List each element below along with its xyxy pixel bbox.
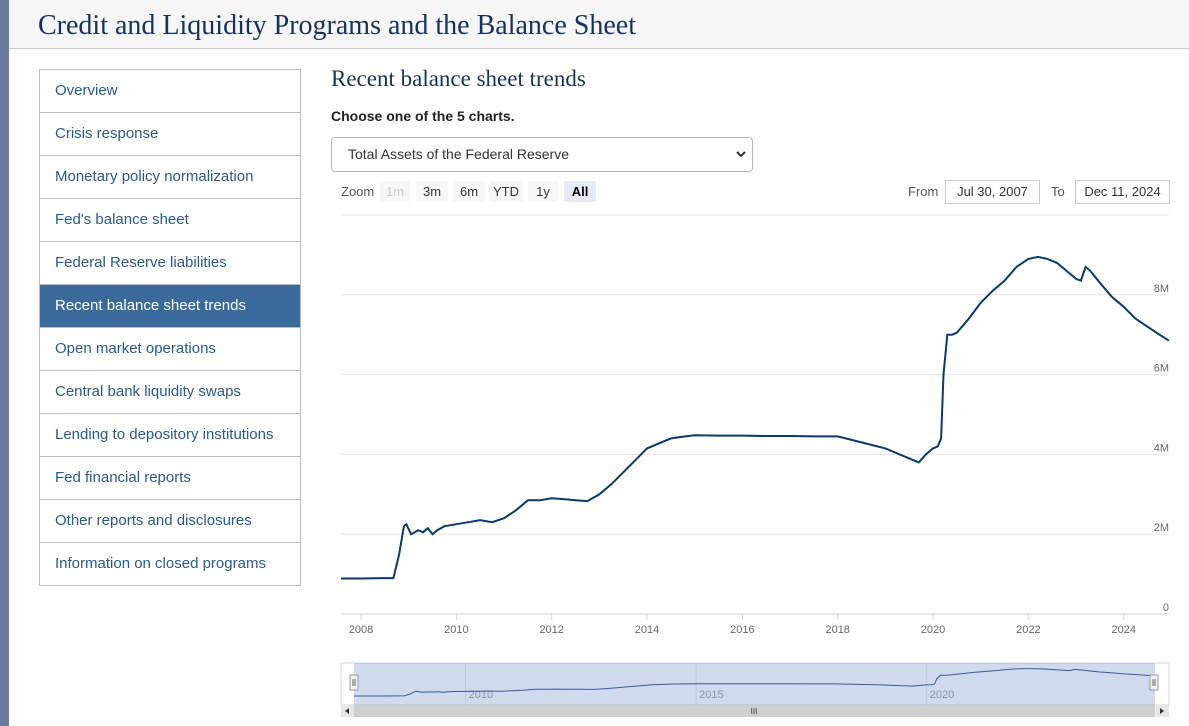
chart-chooser-label: Choose one of the 5 charts. [331,108,515,124]
zoom-label: Zoom [341,184,375,199]
x-tick-label: 2010 [444,624,468,636]
navigator-series-line [354,668,1156,697]
navigator-scrollbar-thumb[interactable] [354,705,1155,717]
y-tick-label: 8M [1154,283,1169,295]
scrollbar-grip-icon: III [751,707,758,716]
range-from-label: From [908,184,939,199]
x-tick-label: 2018 [825,624,849,636]
x-tick-label: 2016 [730,624,754,636]
y-tick-label: 2M [1154,522,1169,534]
x-tick-label: 2024 [1111,624,1135,636]
zoom-6m-button[interactable]: 6m [453,181,485,202]
range-navigator: 2010 2015 2020 III [340,662,1170,717]
navigator-year-label: 2020 [930,689,954,701]
y-tick-label: 4M [1154,442,1169,454]
x-tick-label: 2022 [1016,624,1040,636]
window-edge-strip [0,0,9,726]
navigator-right-handle[interactable] [1149,674,1159,691]
scrollbar-left-arrow[interactable] [341,705,354,717]
zoom-3m-button[interactable]: 3m [416,181,448,202]
sidebar-item-recent-balance-sheet-trends[interactable]: Recent balance sheet trends [40,285,300,328]
zoom-1y-button[interactable]: 1y [528,181,558,202]
sidebar-item-lending-to-depository-institutions[interactable]: Lending to depository institutions [40,414,300,457]
zoom-all-button[interactable]: All [564,181,596,202]
navigator-year-label: 2010 [469,689,493,701]
navigator-selected-range[interactable] [354,663,1155,705]
total-assets-series-line [341,255,1170,580]
zoom-1m-button[interactable]: 1m [380,181,410,202]
sidebar-item-fed-financial-reports[interactable]: Fed financial reports [40,457,300,500]
range-to-input[interactable]: Dec 11, 2024 [1075,180,1170,204]
sidebar-item-federal-reserve-liabilities[interactable]: Federal Reserve liabilities [40,242,300,285]
sidebar-item-overview[interactable]: Overview [40,70,300,113]
zoom-ytd-button[interactable]: YTD [489,181,523,202]
chart-select[interactable]: Total Assets of the Federal Reserve [331,137,753,172]
navigator-year-label: 2015 [699,689,723,701]
x-tick-label: 2020 [921,624,945,636]
chevron-down-icon [734,147,748,166]
total-assets-chart: 0 2M 4M 6M 8M 2008 2010 2012 2014 2016 2018 2020 20… [341,214,1170,636]
arrow-left-icon [345,708,349,714]
sidebar-item-information-on-closed-programs[interactable]: Information on closed programs [40,543,300,586]
sidebar-item-monetary-policy-normalization[interactable]: Monetary policy normalization [40,156,300,199]
page-title: Credit and Liquidity Programs and the Ba… [38,10,636,41]
y-tick-label: 0 [1163,602,1169,614]
arrow-right-icon [1160,708,1164,714]
sidebar-item-central-bank-liquidity-swaps[interactable]: Central bank liquidity swaps [40,371,300,414]
chart-select-value: Total Assets of the Federal Reserve [348,146,569,162]
range-from-input[interactable]: Jul 30, 2007 [945,180,1040,204]
sidebar-item-open-market-operations[interactable]: Open market operations [40,328,300,371]
sidebar-item-crisis-response[interactable]: Crisis response [40,113,300,156]
range-to-label: To [1051,184,1065,199]
section-nav: Overview Crisis response Monetary policy n… [39,69,301,586]
y-tick-label: 6M [1154,363,1169,375]
navigator-left-handle[interactable] [349,674,359,691]
scrollbar-right-arrow[interactable] [1156,705,1169,717]
page-header: Credit and Liquidity Programs and the Ba… [9,0,1189,49]
sidebar-item-fed-s-balance-sheet[interactable]: Fed's balance sheet [40,199,300,242]
x-tick-label: 2008 [349,624,373,636]
section-heading: Recent balance sheet trends [331,66,586,91]
x-tick-label: 2012 [539,624,563,636]
x-tick-label: 2014 [635,624,659,636]
sidebar-item-other-reports-and-disclosures[interactable]: Other reports and disclosures [40,500,300,543]
